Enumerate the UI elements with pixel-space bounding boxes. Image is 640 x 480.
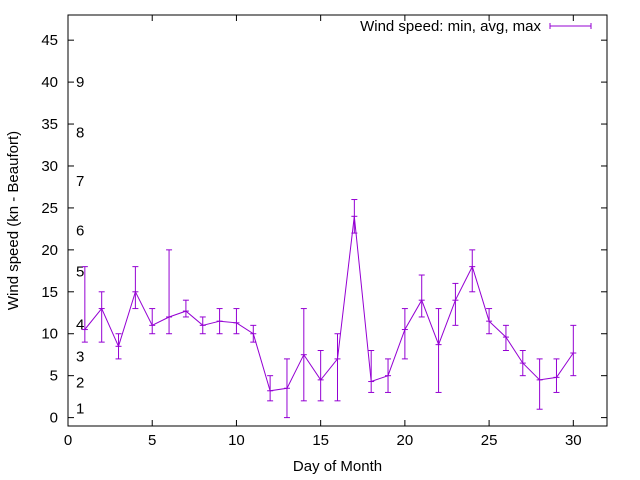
legend: Wind speed: min, avg, max	[360, 18, 592, 35]
x-tick-label: 10	[228, 432, 245, 449]
y-tick-label: 0	[50, 410, 58, 427]
beaufort-label: 7	[76, 173, 84, 190]
plot-data	[81, 199, 577, 419]
beaufort-label: 1	[76, 400, 84, 417]
beaufort-label: 2	[76, 374, 84, 391]
beaufort-label: 8	[76, 124, 84, 141]
x-axis-ticks: 0 5 10 15 20 25 30	[64, 15, 582, 449]
y-tick-label: 5	[50, 368, 58, 385]
y-tick-label: 15	[41, 284, 58, 301]
x-tick-label: 20	[397, 432, 414, 449]
beaufort-label: 9	[76, 74, 84, 91]
beaufort-scale-labels: 1 2 3 4 5 6 7 8 9	[76, 74, 84, 417]
x-tick-label: 25	[481, 432, 498, 449]
y-tick-label: 35	[41, 116, 58, 133]
y-tick-label: 40	[41, 74, 58, 91]
series-line	[84, 216, 574, 392]
y-tick-label: 10	[41, 326, 58, 343]
x-axis-label: Day of Month	[293, 458, 382, 475]
x-tick-label: 30	[565, 432, 582, 449]
beaufort-label: 6	[76, 223, 84, 240]
legend-label: Wind speed: min, avg, max	[360, 18, 541, 35]
y-tick-label: 45	[41, 32, 58, 49]
plot-frame	[67, 14, 608, 427]
x-tick-label: 0	[64, 432, 72, 449]
x-tick-label: 5	[148, 432, 156, 449]
beaufort-label: 3	[76, 348, 84, 365]
beaufort-label: 5	[76, 264, 84, 281]
y-tick-label: 30	[41, 158, 58, 175]
beaufort-label: 4	[76, 317, 84, 334]
x-tick-label: 15	[312, 432, 329, 449]
y-tick-label: 25	[41, 200, 58, 217]
y-axis-label: Wind speed (kn - Beaufort)	[5, 131, 22, 310]
y-tick-label: 20	[41, 242, 58, 259]
